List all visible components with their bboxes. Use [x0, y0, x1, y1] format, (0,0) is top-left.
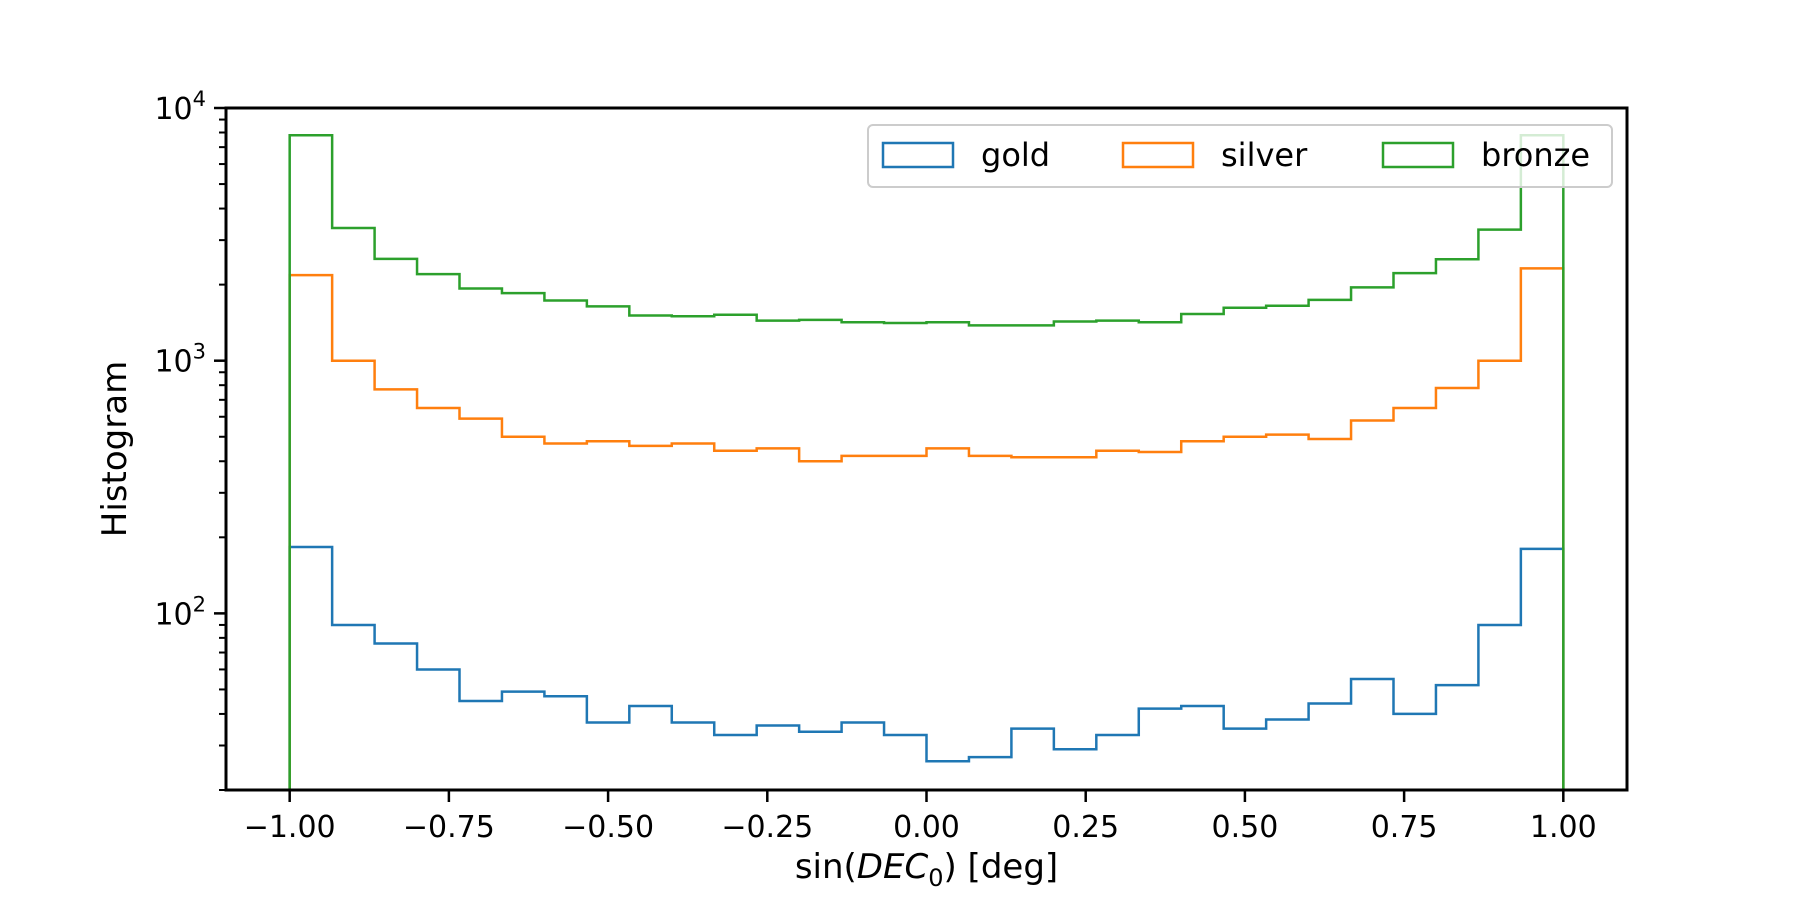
series-silver-line: [288, 267, 1565, 790]
legend-swatch-silver: [1121, 141, 1195, 169]
x-axis-label: sin(DEC0) [deg]: [795, 847, 1058, 892]
x-tick-label: −0.75: [403, 810, 495, 845]
x-tick-label: 1.00: [1530, 810, 1597, 845]
legend-label-gold: gold: [981, 136, 1050, 174]
x-axis-label-italic: DEC: [857, 847, 929, 887]
x-axis-label-subscript: 0: [928, 864, 943, 892]
y-axis-label: Histogram: [95, 361, 135, 537]
x-tick-label: 0.25: [1052, 810, 1119, 845]
legend-label-silver: silver: [1221, 136, 1308, 174]
x-tick-label: 0.75: [1371, 810, 1438, 845]
y-tick-label: 102: [154, 592, 206, 632]
x-axis-label-suffix: ) [deg]: [943, 847, 1058, 887]
series-bronze-line: [288, 134, 1565, 790]
x-tick-label: −1.00: [244, 810, 336, 845]
legend: gold silver bronze: [867, 124, 1613, 188]
series-gold-line: [288, 545, 1565, 790]
y-tick-label: 103: [154, 340, 206, 380]
x-tick-label: −0.50: [562, 810, 654, 845]
x-axis: −1.00 −0.75 −0.50 −0.25 0.00 0.25 0.50 0.75 1.00: [244, 790, 1597, 845]
x-tick-label: 0.00: [893, 810, 960, 845]
x-axis-label-prefix: sin(: [795, 847, 857, 887]
y-axis: 102 103 104: [154, 87, 226, 791]
x-tick-label: −0.25: [721, 810, 813, 845]
legend-box: [867, 124, 1613, 188]
y-tick-label: 104: [154, 87, 206, 127]
legend-swatch-gold: [881, 141, 955, 169]
x-tick-label: 0.50: [1212, 810, 1279, 845]
legend-label-bronze: bronze: [1481, 136, 1590, 174]
series-layer: [288, 134, 1565, 790]
legend-swatch-bronze: [1381, 141, 1455, 169]
